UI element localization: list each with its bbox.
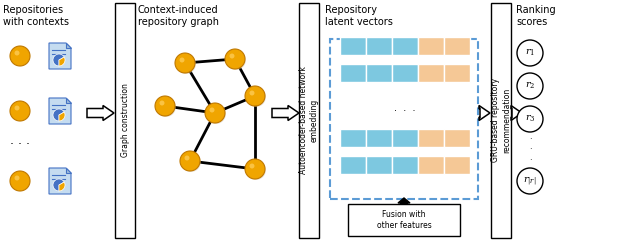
Bar [444, 129, 470, 147]
Polygon shape [49, 98, 71, 124]
Text: $r_{|r|}$: $r_{|r|}$ [524, 175, 537, 187]
Text: · · ·: · · · [10, 139, 30, 152]
Text: Repository
latent vectors: Repository latent vectors [325, 5, 393, 27]
Bar [340, 64, 366, 82]
Circle shape [226, 50, 246, 70]
Text: Ranking
scores: Ranking scores [516, 5, 556, 27]
Bar [366, 64, 392, 82]
Bar [418, 37, 444, 55]
Bar [418, 156, 444, 174]
Circle shape [156, 97, 176, 117]
Bar [340, 37, 366, 55]
Circle shape [184, 155, 189, 161]
Bar [444, 37, 470, 55]
Bar [340, 129, 366, 147]
Circle shape [15, 106, 19, 111]
Circle shape [179, 58, 184, 62]
Polygon shape [479, 106, 490, 120]
Circle shape [180, 151, 200, 171]
Polygon shape [66, 43, 71, 48]
Circle shape [159, 100, 164, 106]
Circle shape [176, 54, 196, 74]
Circle shape [205, 103, 225, 123]
Circle shape [517, 106, 543, 132]
Bar [392, 64, 418, 82]
Bar [418, 64, 444, 82]
Bar [366, 129, 392, 147]
Circle shape [15, 175, 19, 181]
Text: $r_1$: $r_1$ [525, 48, 535, 58]
Circle shape [181, 152, 201, 172]
Text: Autoencoder-based network
embedding: Autoencoder-based network embedding [299, 67, 319, 174]
Circle shape [206, 104, 226, 124]
Circle shape [246, 87, 266, 107]
Polygon shape [398, 198, 410, 204]
Polygon shape [87, 106, 114, 120]
Text: ·  ·  ·: · · · [394, 106, 416, 116]
Circle shape [246, 160, 266, 180]
Circle shape [15, 51, 19, 55]
Circle shape [250, 91, 255, 95]
Wedge shape [59, 112, 65, 121]
Bar [348, 204, 460, 236]
Text: Context-induced
repository graph: Context-induced repository graph [138, 5, 219, 27]
Polygon shape [66, 168, 71, 173]
Text: Fusion with
other features: Fusion with other features [376, 210, 431, 230]
Bar [392, 129, 418, 147]
Text: Graph construction: Graph construction [120, 84, 129, 157]
Circle shape [245, 86, 265, 106]
Bar [366, 156, 392, 174]
Polygon shape [49, 168, 71, 194]
Bar [115, 3, 135, 238]
Wedge shape [53, 179, 64, 191]
Bar [392, 37, 418, 55]
Polygon shape [272, 106, 299, 120]
Bar [299, 3, 319, 238]
Polygon shape [49, 43, 71, 69]
Bar [418, 129, 444, 147]
Circle shape [10, 46, 30, 66]
Circle shape [10, 171, 30, 191]
Text: ·
·
·: · · · [529, 135, 531, 165]
Circle shape [250, 163, 255, 168]
Text: Repositories
with contexts: Repositories with contexts [3, 5, 69, 27]
Text: $r_2$: $r_2$ [525, 81, 535, 91]
Circle shape [230, 54, 234, 59]
Text: $r_3$: $r_3$ [525, 114, 535, 124]
Text: GRU-based repository
recommendation: GRU-based repository recommendation [491, 79, 511, 162]
Polygon shape [66, 98, 71, 103]
Bar [444, 64, 470, 82]
Circle shape [517, 40, 543, 66]
Circle shape [517, 168, 543, 194]
Circle shape [10, 101, 30, 121]
Circle shape [155, 96, 175, 116]
Bar [366, 37, 392, 55]
Bar [444, 156, 470, 174]
Circle shape [175, 53, 195, 73]
Bar [340, 156, 366, 174]
Circle shape [517, 73, 543, 99]
Wedge shape [53, 54, 64, 66]
Polygon shape [511, 106, 522, 120]
Bar [392, 156, 418, 174]
Bar [491, 3, 511, 238]
Circle shape [245, 159, 265, 179]
Wedge shape [59, 57, 65, 66]
Circle shape [225, 49, 245, 69]
Wedge shape [59, 182, 65, 191]
Wedge shape [53, 109, 64, 121]
Circle shape [209, 107, 214, 113]
